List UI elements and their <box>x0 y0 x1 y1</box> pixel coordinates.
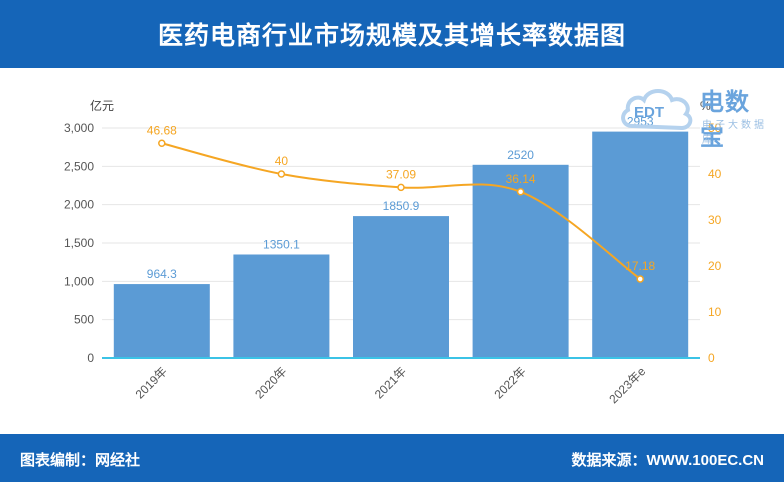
logo-brand-sub: 电子大数据库 <box>702 120 767 146</box>
y-tick-label: 500 <box>74 313 94 327</box>
bar-data-label: 964.3 <box>147 267 177 281</box>
bar <box>353 216 449 358</box>
y-tick-label: 2,500 <box>64 159 94 173</box>
bar <box>592 131 689 358</box>
bar-data-label: 1850.9 <box>383 199 420 213</box>
bar <box>233 254 330 358</box>
x-tick-label: 2019年 <box>133 364 170 401</box>
y2-tick-label: 50 <box>708 121 722 135</box>
y-tick-label: 1,500 <box>64 236 94 250</box>
logo-brand-name: 电数宝 <box>700 89 750 151</box>
y2-tick-label: 20 <box>708 259 722 273</box>
y2-axis-title: % <box>700 99 711 113</box>
x-tick-label: 2023年e <box>606 364 648 406</box>
bar <box>113 284 210 358</box>
growth-data-label: 40 <box>275 154 289 168</box>
chart-title: 医药电商行业市场规模及其增长率数据图 <box>157 22 626 50</box>
footer-source: 数据来源：WWW.100EC.CN <box>571 452 764 469</box>
y2-tick-label: 10 <box>708 305 722 319</box>
bar-data-label: 1350.1 <box>263 237 300 251</box>
growth-data-label: 37.09 <box>386 167 416 181</box>
combo-chart: 0 500 1,000 1,500 2,000 2,500 3,000 0 10 20 30 40 50… <box>64 98 722 406</box>
x-tick-label: 2022年 <box>491 364 528 401</box>
growth-data-label: 17.18 <box>625 259 655 273</box>
logo-mark-text: EDT <box>634 104 664 121</box>
y-axis-title: 亿元 <box>90 98 114 113</box>
y-tick-label: 0 <box>87 351 94 365</box>
logo: EDT 电数宝 电子大数据库 <box>614 76 774 151</box>
growth-point <box>516 188 525 196</box>
x-tick-label: 2020年 <box>252 364 289 401</box>
y-tick-label: 3,000 <box>64 121 94 135</box>
growth-data-label: 46.68 <box>147 123 177 137</box>
footer-compiler: 图表编制：网经社 <box>20 452 141 469</box>
growth-point <box>397 183 405 192</box>
y2-tick-label: 30 <box>708 213 722 227</box>
x-tick-label: 2021年 <box>372 364 409 401</box>
header-bar: 医药电商行业市场规模及其增长率数据图 <box>0 0 784 68</box>
growth-data-label: 36.14 <box>506 172 536 186</box>
cloud-logo-icon <box>621 89 693 131</box>
growth-point <box>158 139 166 148</box>
y2-tick-label: 40 <box>708 167 722 181</box>
footer-bar: 图表编制：网经社 数据来源：WWW.100EC.CN <box>0 434 784 482</box>
bar-data-label: 2520 <box>507 148 534 162</box>
growth-point <box>636 275 644 283</box>
y2-tick-label: 0 <box>708 351 715 365</box>
y-tick-label: 1,000 <box>64 274 94 288</box>
bar <box>472 164 569 358</box>
growth-point <box>277 170 286 178</box>
y-tick-label: 2,000 <box>64 198 94 212</box>
